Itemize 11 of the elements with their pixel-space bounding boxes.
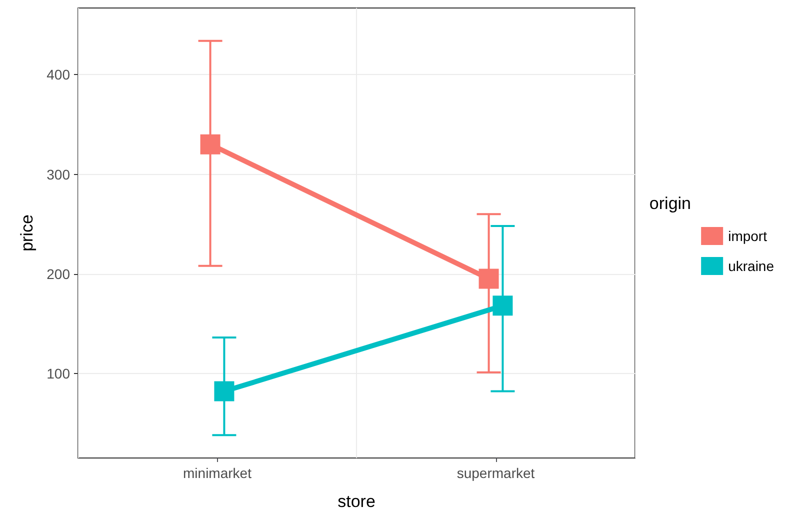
x-tick-label: supermarket bbox=[456, 465, 535, 481]
y-tick-label: 300 bbox=[46, 166, 70, 182]
y-tick-label: 200 bbox=[46, 266, 70, 282]
legend-label: import bbox=[728, 228, 768, 244]
x-axis-title: store bbox=[338, 492, 376, 511]
legend-label: ukraine bbox=[728, 258, 774, 274]
y-axis-title: price bbox=[18, 214, 37, 252]
y-tick-label: 400 bbox=[46, 66, 70, 83]
legend-title: origin bbox=[649, 194, 692, 213]
y-tick-label: 100 bbox=[46, 365, 70, 382]
x-tick-label: minimarket bbox=[183, 465, 252, 481]
